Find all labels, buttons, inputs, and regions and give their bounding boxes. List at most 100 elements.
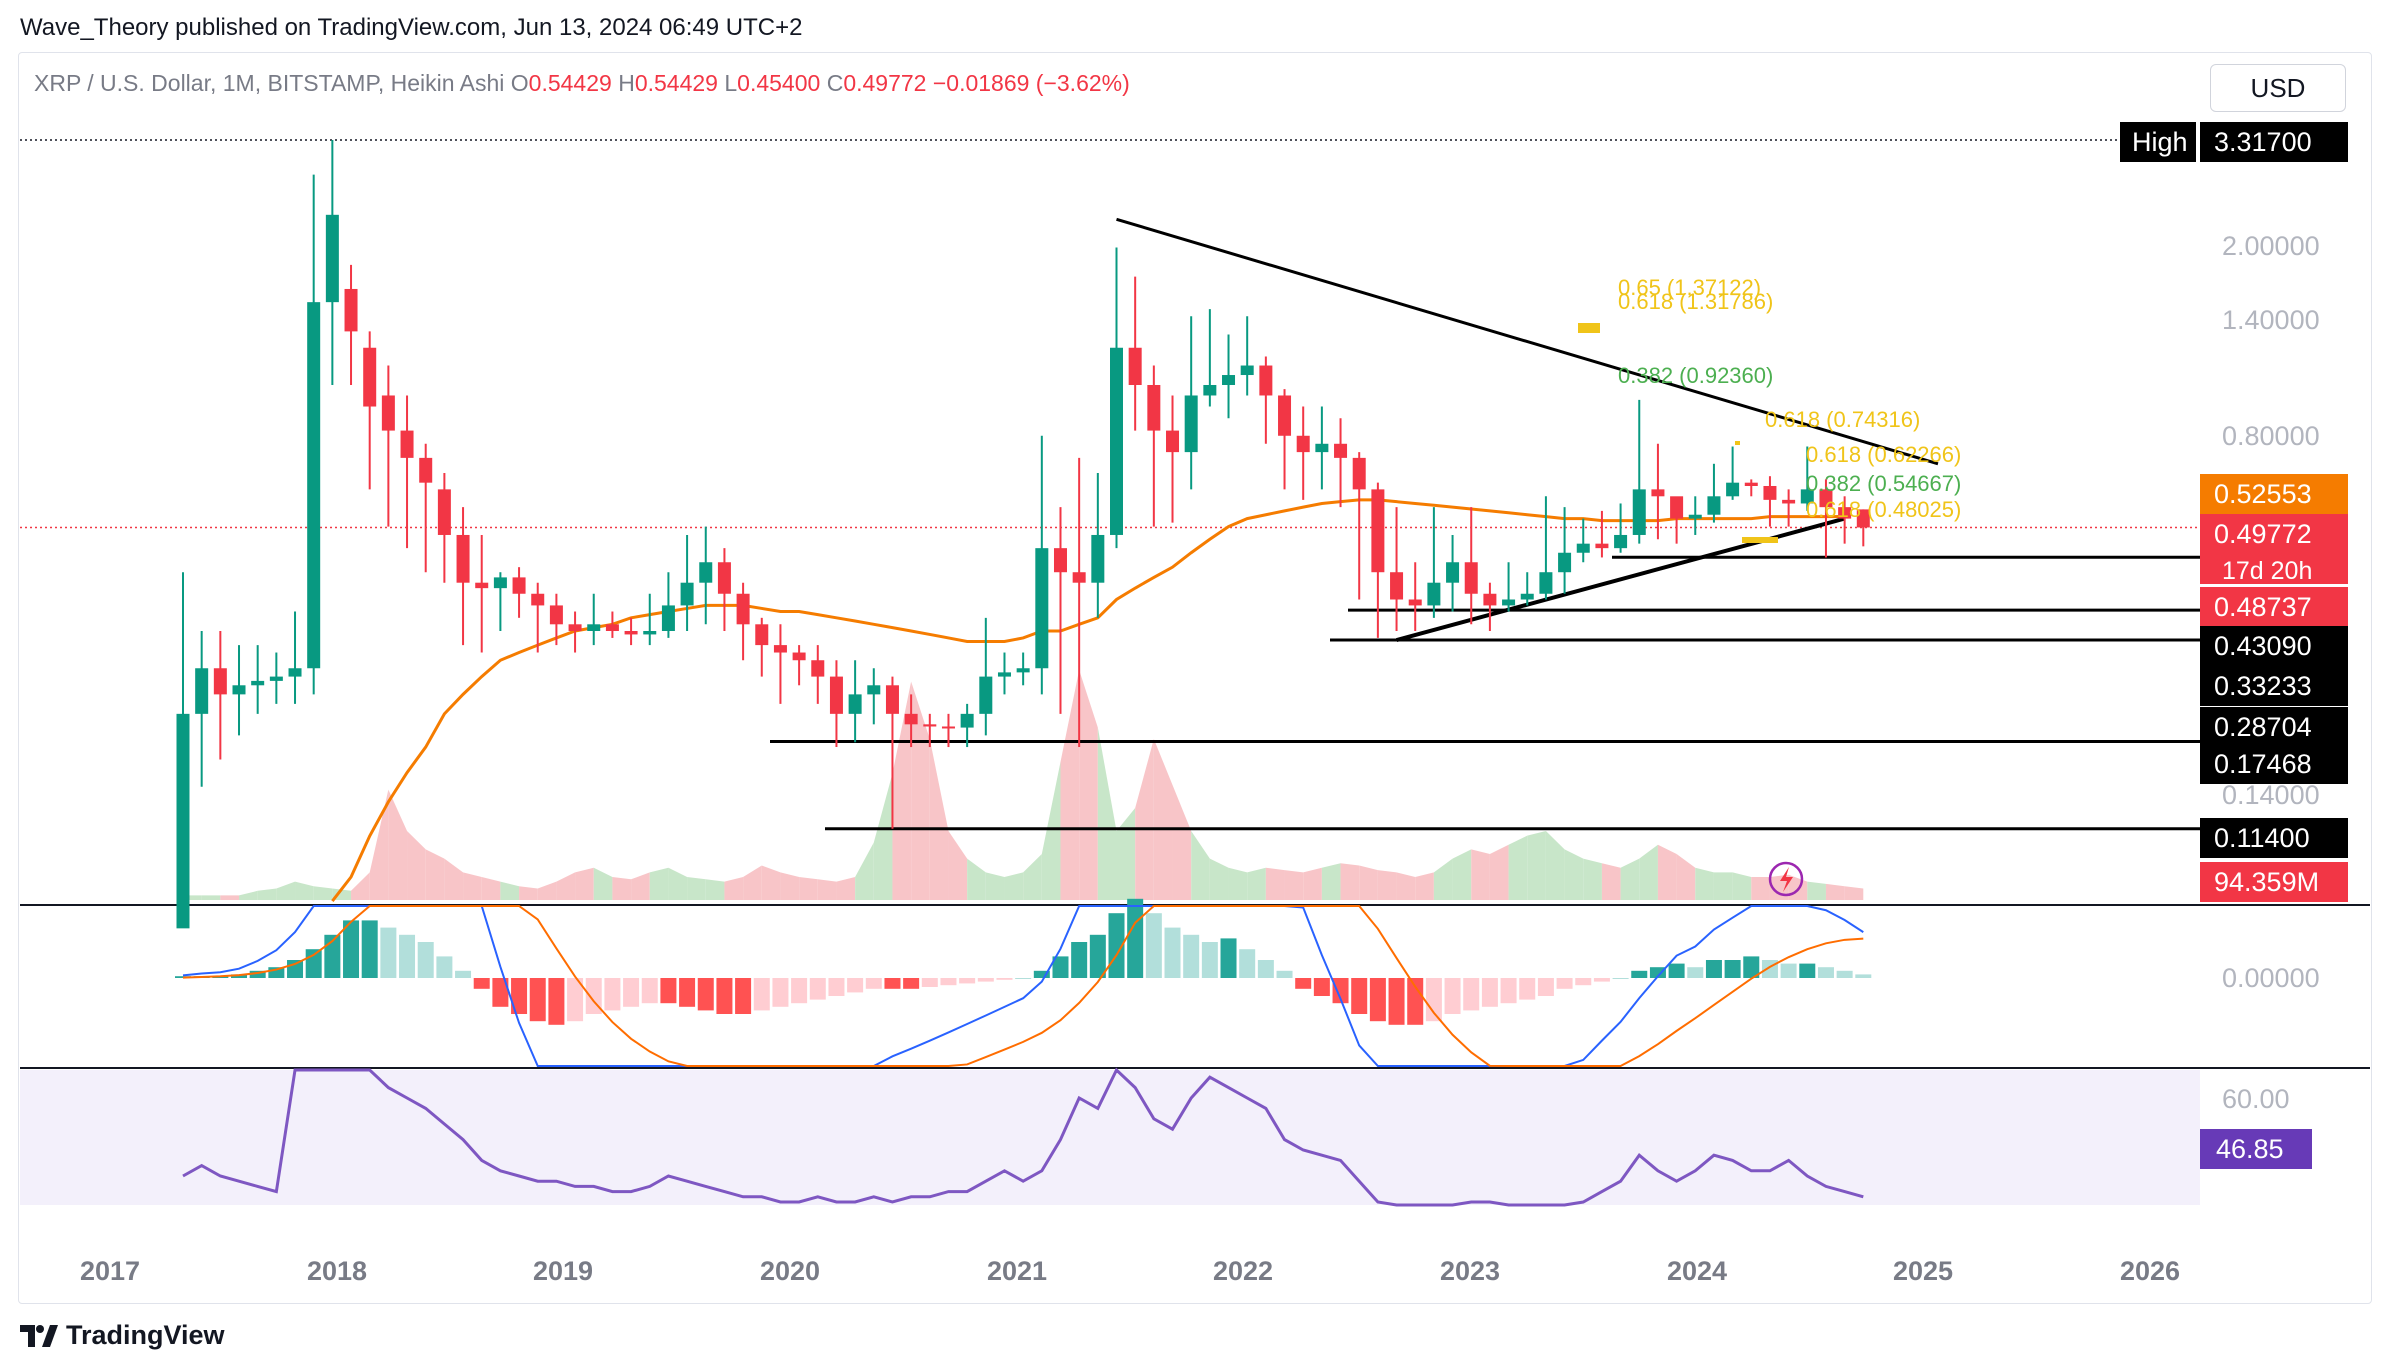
resistance-trendline — [1116, 217, 1939, 466]
macd-histogram-bar — [1332, 978, 1349, 1004]
candle-body — [624, 631, 638, 635]
x-axis-tick: 2021 — [987, 1256, 1047, 1286]
candle-body — [269, 676, 283, 681]
volume-area-segment — [1433, 858, 1453, 900]
candle-body — [363, 347, 377, 407]
rsi-line — [182, 1067, 1864, 1207]
volume-area-segment — [313, 886, 333, 900]
volume-area-segment — [481, 877, 501, 900]
volume-area-segment — [1041, 762, 1061, 900]
moving-average-line — [331, 498, 1845, 902]
macd-histogram-bar — [1649, 967, 1666, 978]
volume-area-segment — [948, 831, 968, 900]
candle-body — [307, 302, 321, 669]
volume-area-segment — [1377, 870, 1397, 900]
candle-body — [1016, 668, 1030, 673]
volume-area-segment — [1415, 872, 1434, 900]
high-label: H — [618, 70, 635, 96]
tradingview-footer[interactable]: TradingView — [20, 1320, 225, 1351]
candle-body — [493, 577, 507, 589]
volume-area-segment — [575, 867, 594, 900]
volume-area-segment — [1676, 854, 1696, 900]
macd-histogram-bar — [1183, 934, 1200, 978]
macd-histogram-bar — [1519, 978, 1536, 1000]
candle-body — [605, 624, 619, 632]
x-axis-tick: 2023 — [1440, 1256, 1500, 1286]
candle-body — [400, 430, 414, 458]
candle-body — [1670, 496, 1684, 519]
candle-body — [1856, 509, 1870, 528]
candle-body — [176, 713, 190, 929]
high-label-box — [2120, 122, 2196, 162]
volume-area-segment — [873, 773, 893, 900]
macd-histogram-bar — [268, 967, 285, 978]
volume-area-segment — [1695, 867, 1714, 900]
volume-area-segment — [724, 877, 744, 900]
volume-area-segment — [1844, 886, 1864, 900]
macd-histogram-bar — [1780, 963, 1797, 978]
candle-body — [1035, 548, 1049, 669]
volume-area-segment — [1023, 854, 1042, 900]
macd-histogram-bar — [529, 978, 546, 1022]
x-axis-tick: 2018 — [307, 1256, 367, 1286]
macd-histogram-bar — [791, 978, 808, 1004]
candle-body — [885, 685, 899, 714]
candle-body — [680, 582, 694, 606]
volume-area-segment — [593, 867, 613, 900]
macd-histogram-bar — [1201, 942, 1218, 978]
signal-line — [182, 905, 1864, 1067]
macd-histogram-bar — [1164, 927, 1181, 978]
high-value: 0.54429 — [634, 70, 718, 96]
volume-area-segment — [1191, 831, 1210, 900]
macd-histogram-bar — [1855, 974, 1872, 978]
macd-histogram-bar — [1556, 978, 1573, 989]
volume-area-segment — [1060, 670, 1080, 900]
volume-area-segment — [1713, 872, 1733, 900]
close-label: C — [826, 70, 844, 96]
candle-body — [1502, 599, 1516, 606]
macd-histogram-bar — [1481, 978, 1498, 1007]
y-axis-tick: 1.40000 — [2222, 305, 2320, 335]
macd-histogram-bar — [567, 978, 584, 1022]
macd-histogram-bar — [473, 978, 490, 989]
volume-area-segment — [1751, 877, 1770, 900]
macd-histogram-bar — [1015, 978, 1032, 979]
candle-body — [1128, 347, 1142, 385]
volume-area-segment — [817, 879, 837, 900]
macd-histogram-bar — [305, 949, 322, 978]
macd-histogram-bar — [1388, 978, 1405, 1025]
symbol-legend: XRP / U.S. Dollar, 1M, BITSTAMP, Heikin … — [34, 70, 1130, 97]
volume-area-segment — [1601, 863, 1621, 900]
candle-body — [643, 631, 657, 635]
candle-body — [1464, 562, 1478, 594]
lightning-icon-bolt — [1780, 867, 1793, 892]
price-label-box — [2200, 587, 2348, 627]
price-label-box — [2200, 514, 2348, 584]
macd-histogram-bar — [959, 978, 976, 984]
volume-area-segment — [407, 831, 426, 900]
candle-body — [587, 624, 601, 632]
candle-body — [829, 676, 843, 714]
macd-histogram-bar — [1369, 978, 1386, 1022]
macd-histogram-bar — [809, 978, 826, 1000]
low-value: 0.45400 — [737, 70, 821, 96]
price-label-box — [2200, 818, 2348, 858]
candle-body — [1539, 572, 1553, 594]
macd-histogram-bar — [679, 978, 696, 1007]
macd-histogram-bar — [1425, 978, 1442, 1022]
volume-area-segment — [1079, 670, 1098, 900]
macd-histogram-bar — [436, 956, 453, 978]
currency-button[interactable]: USD — [2210, 64, 2346, 112]
macd-histogram-bar — [1575, 978, 1592, 986]
x-axis-tick: 2020 — [760, 1256, 820, 1286]
tradingview-logo-icon — [20, 1324, 58, 1347]
price-label-box — [2200, 474, 2348, 514]
macd-histogram-bar — [1089, 934, 1106, 978]
rsi-value-label: 46.85 — [2216, 1134, 2284, 1164]
macd-histogram-bar — [1500, 978, 1517, 1004]
price-label-value: 0.28704 — [2214, 712, 2312, 742]
macd-histogram-bar — [511, 978, 528, 1014]
volume-area-segment — [519, 886, 538, 900]
close-value: 0.49772 — [843, 70, 927, 96]
